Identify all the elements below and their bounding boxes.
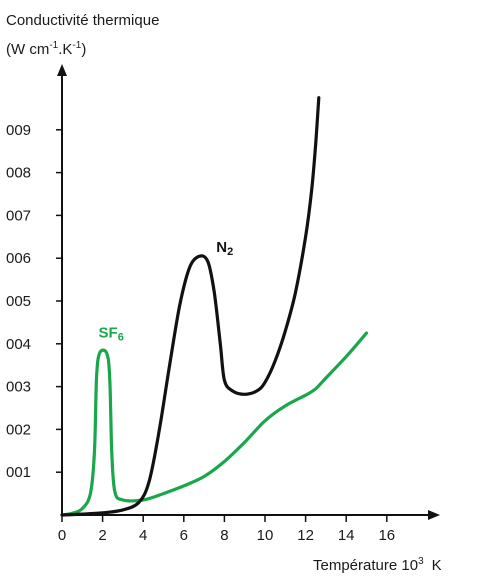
x-tick-label: 6 [180, 527, 188, 544]
y-axis-arrow [57, 64, 67, 76]
y-axis-title-line2: (W cm-1.K-1) [6, 40, 86, 58]
series-label-sf6: SF6 [99, 324, 124, 343]
x-axis-title: Température 103 K [313, 556, 442, 574]
series-line-n2 [60, 96, 321, 517]
x-ticks: 0 2 4 6 8 10 12 14 16 [58, 515, 395, 544]
x-tick-label: 10 [257, 527, 274, 544]
x-tick-label: 4 [139, 527, 147, 544]
y-tick-label: 002 [6, 421, 31, 438]
x-tick-label: 8 [220, 527, 228, 544]
x-tick-label: 0 [58, 527, 66, 544]
y-tick-label: 005 [6, 293, 31, 310]
x-axis-arrow [428, 510, 440, 520]
series [60, 96, 369, 517]
series-labels: SF6 N2 [99, 239, 234, 344]
y-axis-title: Conductivité thermique (W cm-1.K-1) [6, 12, 159, 58]
y-tick-label: 001 [6, 464, 31, 481]
x-tick-label: 14 [338, 527, 355, 544]
y-tick-label: 004 [6, 336, 31, 353]
axes [57, 64, 440, 520]
y-tick-label: 007 [6, 207, 31, 224]
x-tick-label: 2 [98, 527, 106, 544]
y-tick-label: 008 [6, 165, 31, 182]
x-tick-label: 12 [297, 527, 314, 544]
y-tick-label: 006 [6, 250, 31, 267]
y-ticks: 001 002 003 004 005 006 007 008 009 [6, 122, 62, 481]
y-axis-title-line1: Conductivité thermique [6, 12, 159, 29]
series-label-n2: N2 [216, 239, 233, 258]
x-tick-label: 16 [378, 527, 395, 544]
y-tick-label: 003 [6, 379, 31, 396]
series-line-sf6 [60, 331, 369, 517]
y-tick-label: 009 [6, 122, 31, 139]
